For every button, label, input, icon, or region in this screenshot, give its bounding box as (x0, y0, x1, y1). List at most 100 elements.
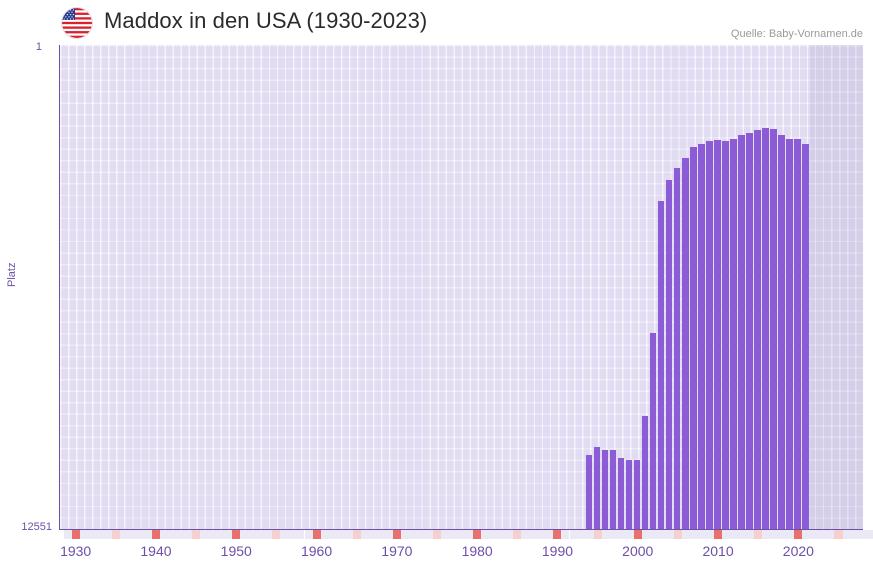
x-axis-tick (722, 530, 731, 539)
x-axis-tick (633, 530, 642, 539)
x-axis-tick (441, 530, 450, 539)
x-axis-tick (850, 530, 859, 539)
bar[interactable] (794, 139, 801, 529)
bar[interactable] (802, 144, 809, 529)
x-axis-tick (224, 530, 233, 539)
x-axis-tick (432, 530, 441, 539)
x-axis-tick (842, 530, 851, 539)
x-axis-tick (71, 530, 80, 539)
x-axis-tick (192, 530, 201, 539)
bar[interactable] (770, 128, 777, 529)
y-axis-line (59, 45, 61, 530)
x-axis-tick (762, 530, 771, 539)
x-axis-label: 1970 (381, 543, 413, 559)
x-axis-tick (681, 530, 690, 539)
x-axis-tick (465, 530, 474, 539)
bar[interactable] (689, 146, 697, 529)
x-axis-tick (585, 530, 594, 539)
x-axis-tick (449, 530, 458, 539)
bar[interactable] (738, 134, 745, 529)
x-axis-tick (328, 530, 337, 539)
x-axis-tick (424, 530, 433, 539)
x-axis-tick (352, 530, 361, 539)
x-axis-tick (754, 530, 763, 539)
y-axis-bottom-label: 12551 (21, 521, 52, 533)
x-axis-tick (280, 530, 289, 539)
bar[interactable] (746, 132, 753, 529)
x-axis-tick (481, 530, 490, 539)
x-axis-tick (770, 530, 779, 539)
x-axis-tick (264, 530, 273, 539)
x-axis-tick (208, 530, 217, 539)
bar[interactable] (714, 139, 721, 529)
x-axis-label: 1950 (220, 543, 252, 559)
x-axis-tick (384, 530, 393, 539)
x-axis-label: 1960 (300, 543, 333, 559)
bar[interactable] (633, 459, 641, 529)
x-axis-tick (706, 530, 715, 539)
x-axis-tick (778, 530, 787, 539)
x-axis-tick (296, 530, 305, 539)
x-axis-tick (625, 530, 634, 539)
x-axis-tick (176, 530, 185, 539)
x-axis-tick (416, 530, 425, 539)
x-axis-label: 1940 (140, 543, 172, 559)
x-axis-tick (593, 530, 602, 539)
x-axis-tick (63, 530, 72, 539)
x-axis-tick (457, 530, 466, 539)
x-axis-tick (248, 530, 257, 539)
bar[interactable] (762, 128, 769, 529)
x-axis-tick (151, 530, 160, 539)
x-axis-tick (312, 530, 321, 539)
y-axis-top-label: 1 (35, 41, 42, 53)
bar[interactable] (609, 449, 617, 529)
x-axis-tick (537, 530, 546, 539)
x-axis-tick (489, 530, 498, 539)
bar[interactable] (730, 138, 737, 529)
x-axis-tick (240, 530, 249, 539)
bar[interactable] (657, 200, 665, 529)
x-axis-tick (505, 530, 514, 539)
x-axis-tick (545, 530, 554, 539)
x-axis-tick (79, 530, 88, 539)
bar[interactable] (601, 449, 609, 529)
x-axis-tick (304, 530, 313, 539)
x-axis-tick (746, 530, 755, 539)
x-axis-tick (272, 530, 281, 539)
x-axis-tick (521, 530, 530, 539)
bar[interactable] (617, 458, 625, 529)
x-axis-tick (569, 530, 578, 539)
bar[interactable] (681, 157, 689, 529)
bar[interactable] (641, 415, 649, 529)
chart-header: Maddox in den USA (1930-2023) Quelle: Ba… (0, 0, 873, 45)
bar[interactable] (722, 141, 729, 529)
x-axis-tick (368, 530, 377, 539)
x-axis-label: 1990 (541, 543, 574, 559)
x-axis-tick (649, 530, 658, 539)
bar[interactable] (706, 140, 713, 529)
bar[interactable] (665, 179, 673, 529)
bar[interactable] (778, 135, 785, 529)
x-axis-tick (818, 530, 827, 539)
x-axis-tick (168, 530, 177, 539)
x-axis-tick (794, 530, 803, 539)
x-axis-tick (376, 530, 385, 539)
bar[interactable] (649, 332, 657, 529)
bar[interactable] (786, 139, 793, 529)
page-title: Maddox in den USA (1930-2023) (104, 8, 428, 33)
bar[interactable] (754, 130, 761, 529)
bar[interactable] (697, 144, 705, 529)
bar[interactable] (593, 447, 601, 529)
x-axis-tick (641, 530, 650, 539)
x-axis-tick (665, 530, 674, 539)
x-axis-tick (232, 530, 241, 539)
bar[interactable] (673, 168, 681, 529)
bar[interactable] (625, 459, 633, 529)
bar[interactable] (585, 454, 593, 529)
us-flag-icon (62, 8, 92, 38)
x-axis-label: 2010 (702, 543, 734, 559)
x-axis-tick (786, 530, 795, 539)
x-axis-tick (553, 530, 562, 539)
x-axis-tick (256, 530, 265, 539)
x-axis-tick (103, 530, 112, 539)
